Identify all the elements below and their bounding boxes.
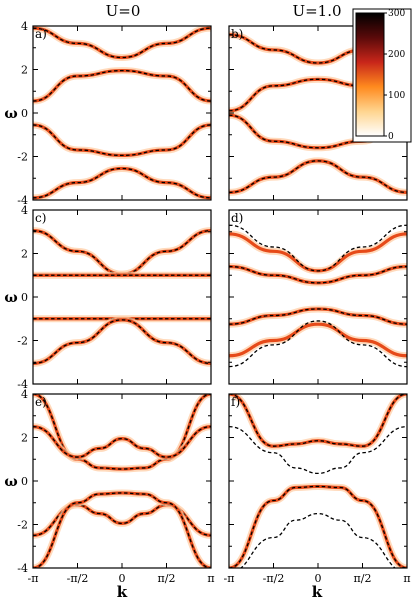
- panel-e: e): [32, 393, 212, 569]
- column-title-left: U=0: [106, 2, 141, 20]
- y-tick-label: 2: [21, 248, 28, 261]
- y-tick-label: 2: [21, 432, 28, 445]
- spectral-band-3: [33, 166, 211, 200]
- y-tick-label: 0: [21, 291, 28, 304]
- dispersion-dashed-line-1: [229, 224, 407, 272]
- colorbar-tick-label: 0: [388, 132, 394, 142]
- spectral-band-3: [33, 318, 211, 365]
- dispersion-dashed-line-5: [229, 320, 407, 368]
- panels: a) b) c) d) e) f): [32, 25, 408, 569]
- dispersion-dashed-line-2: [33, 124, 211, 157]
- band-glow-0: [33, 227, 211, 278]
- panel-c: c): [32, 209, 212, 385]
- y-axis-label: ω: [4, 474, 17, 490]
- panel-label: b): [231, 27, 243, 41]
- x-tick-label: π/2: [354, 572, 372, 585]
- y-tick-label: 4: [21, 20, 28, 33]
- dispersion-dashed-line-1: [33, 69, 211, 102]
- panel-f: f): [228, 393, 408, 569]
- panel-frame: [228, 393, 408, 569]
- y-tick-label: -4: [17, 562, 28, 575]
- panel-label: f): [231, 395, 240, 409]
- colorbar-tick-label: 100: [388, 91, 405, 101]
- y-axis-label: ω: [4, 290, 17, 306]
- y-axis-label: ω: [4, 106, 17, 122]
- y-tick-label: 0: [21, 107, 28, 120]
- dispersion-dashed-line-3: [229, 160, 407, 194]
- panel-frame: [32, 393, 212, 569]
- colorbar: 300 200 100 0: [352, 8, 412, 143]
- spectral-band-1: [33, 68, 211, 103]
- spectral-band-4: [229, 322, 407, 358]
- dispersion-dashed-line-0: [33, 27, 211, 59]
- panel-d: d): [228, 209, 408, 385]
- dispersion-dashed-line-0: [33, 230, 211, 275]
- panel-a: a): [32, 25, 212, 201]
- panel-frame: [32, 209, 212, 385]
- band-glow-0: [229, 394, 407, 450]
- x-tick-label: -π/2: [263, 572, 285, 585]
- x-tick-label: 0: [119, 572, 126, 585]
- dispersion-dashed-line-2: [229, 265, 407, 284]
- band-glow-3: [33, 489, 211, 568]
- y-axis-labels: ω ω ω: [4, 106, 17, 490]
- dispersion-dashed-line-3: [33, 319, 211, 364]
- y-tick-label: -2: [17, 151, 28, 164]
- x-tick-labels: -π -π/2 0 π/2 π -π -π/2 0 π/2 π: [28, 572, 411, 585]
- dispersion-dashed-line-3: [33, 167, 211, 199]
- y-tick-label: -4: [17, 378, 28, 391]
- band-glow-3: [33, 164, 211, 200]
- dispersion-dashed-line-3: [239, 512, 397, 568]
- x-axis-label-left: k: [117, 583, 128, 601]
- colorbar-tick-label: 300: [388, 9, 405, 19]
- band-glow-0: [33, 26, 211, 62]
- x-tick-label: -π: [224, 572, 235, 585]
- panel-frame: [32, 25, 212, 201]
- y-tick-label: -4: [17, 194, 28, 207]
- x-tick-label: -π: [28, 572, 39, 585]
- dispersion-dashed-line-3: [229, 308, 407, 325]
- x-tick-label: π/2: [158, 572, 176, 585]
- spectral-band-3: [229, 159, 407, 194]
- spectral-band-0: [33, 26, 211, 60]
- y-tick-label: -2: [17, 519, 28, 532]
- x-axis-label-right: k: [312, 583, 323, 601]
- colorbar-tick-label: 200: [388, 50, 405, 60]
- panel-label: e): [35, 395, 47, 409]
- panel-label: a): [35, 27, 47, 41]
- x-tick-label: π: [403, 572, 410, 585]
- band-glow-3: [229, 157, 407, 196]
- y-tick-label: 0: [21, 475, 28, 488]
- x-tick-label: 0: [315, 572, 322, 585]
- x-tick-label: -π/2: [67, 572, 89, 585]
- band-glow-0: [33, 394, 211, 473]
- dispersion-dashed-line-1: [229, 425, 407, 475]
- spectral-band-2: [33, 123, 211, 158]
- dispersion-dashed-line-1: [33, 425, 211, 458]
- dispersion-dashed-line-1: [229, 78, 407, 112]
- y-tick-label: 2: [21, 64, 28, 77]
- colorbar-scale: [355, 12, 385, 137]
- spectral-band-0: [33, 229, 211, 276]
- column-title-right: U=1.0: [292, 2, 341, 20]
- y-tick-label: -2: [17, 335, 28, 348]
- dispersion-dashed-line-2: [229, 485, 407, 568]
- x-tick-label: π: [207, 572, 214, 585]
- dispersion-dashed-line-0: [229, 394, 407, 447]
- y-tick-label: 4: [21, 388, 28, 401]
- y-tick-label: 4: [21, 204, 28, 217]
- panel-label: d): [231, 211, 243, 225]
- band-glow-3: [33, 316, 211, 367]
- panel-label: c): [35, 211, 46, 225]
- panel-frame: [228, 209, 408, 385]
- dispersion-dashed-line-3: [33, 492, 211, 568]
- band-glow-2: [229, 482, 407, 568]
